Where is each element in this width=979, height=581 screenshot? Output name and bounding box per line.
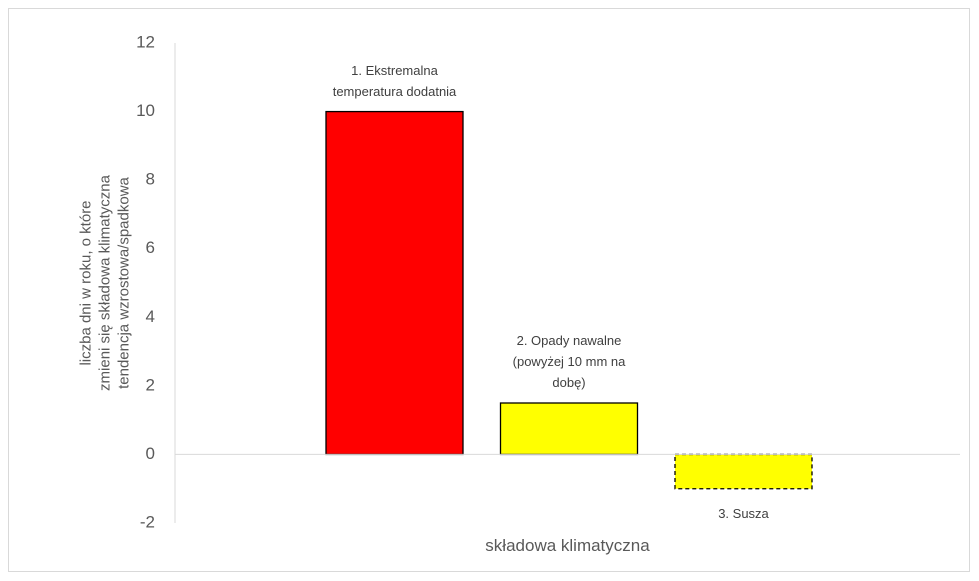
category-label: 3. Susza — [718, 505, 769, 521]
y-tick-label: 6 — [146, 238, 155, 257]
y-tick-label: 2 — [146, 375, 155, 394]
y-tick-label: -2 — [140, 512, 155, 531]
y-tick-label: 10 — [136, 101, 155, 120]
y-tick-label: 12 — [136, 32, 155, 51]
y-tick-label: 0 — [146, 444, 155, 463]
x-axis-label: składowa klimatyczna — [485, 536, 650, 555]
y-axis-label: liczba dni w roku, o które zmieni się sk… — [77, 175, 133, 391]
y-tick-label: 4 — [146, 307, 155, 326]
category-label: 1. Ekstremalna temperatura dodatnia — [332, 62, 457, 99]
y-tick-label: 8 — [146, 170, 155, 189]
bar — [674, 453, 813, 490]
bar — [499, 402, 639, 456]
category-label: 2. Opady nawalne (powyżej 10 mm na dobę) — [512, 333, 626, 390]
bar — [325, 110, 464, 456]
